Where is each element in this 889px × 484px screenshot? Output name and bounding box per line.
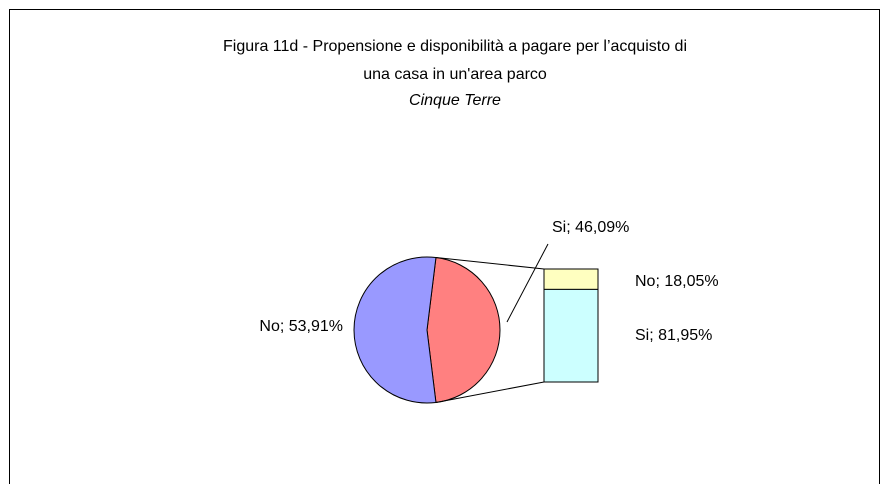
connector-line [435,257,545,270]
leader-line [506,243,549,323]
chart-title: Figura 11d - Propensione e disponibilità… [223,38,687,55]
pie-slice [353,256,437,404]
connector-line [435,381,545,403]
chart-frame [9,9,880,484]
bar-segment [543,268,599,290]
data-label: Si; 81,95% [635,327,712,344]
data-label: Si; 46,09% [552,219,629,236]
chart-subtitle: Cinque Terre [409,92,501,109]
data-label: No; 53,91% [259,318,343,335]
pie-slice [426,256,501,404]
data-label: No; 18,05% [635,273,719,290]
bar-segment [543,288,599,383]
chart-title: una casa in un'area parco [363,66,547,83]
